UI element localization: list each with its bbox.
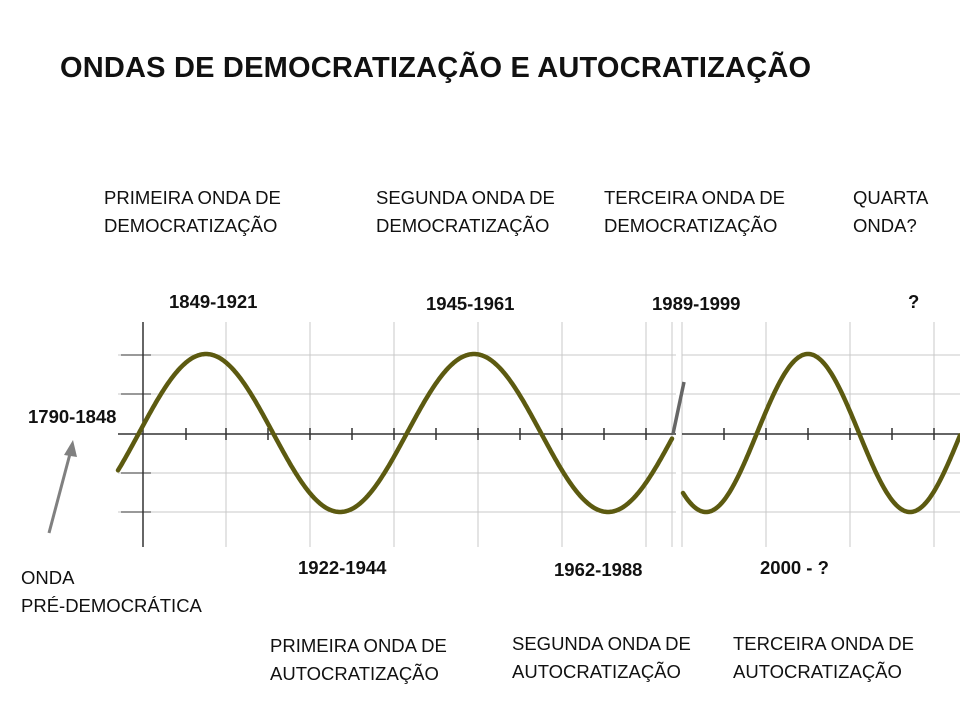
pre-democratic-arrow bbox=[47, 440, 77, 534]
peak-year-second: 1945-1961 bbox=[426, 293, 515, 314]
label-first-democratization: PRIMEIRA ONDA DE DEMOCRATIZAÇÃO bbox=[104, 184, 281, 240]
label-line: AUTOCRATIZAÇÃO bbox=[733, 661, 902, 682]
label-line: ONDA bbox=[21, 567, 75, 588]
peak-year-first: 1849-1921 bbox=[169, 291, 258, 312]
peak-year-fourth: ? bbox=[908, 291, 920, 312]
label-line: TERCEIRA ONDA DE bbox=[604, 187, 785, 208]
label-line: PRIMEIRA ONDA DE bbox=[270, 635, 447, 656]
label-line: QUARTA bbox=[853, 187, 929, 208]
grid-panel-right bbox=[681, 322, 960, 547]
label-line: ONDA? bbox=[853, 215, 917, 236]
trough-year-first: 1922-1944 bbox=[298, 557, 387, 578]
label-first-autocratization: PRIMEIRA ONDA DE AUTOCRATIZAÇÃO bbox=[270, 632, 447, 688]
label-third-autocratization: TERCEIRA ONDA DE AUTOCRATIZAÇÃO bbox=[733, 630, 914, 686]
origin-year: 1790-1848 bbox=[28, 406, 117, 427]
wave-curve-left bbox=[115, 351, 675, 515]
label-line: SEGUNDA ONDA DE bbox=[376, 187, 555, 208]
page-title: ONDAS DE DEMOCRATIZAÇÃO E AUTOCRATIZAÇÃO bbox=[60, 52, 812, 84]
arrow-shaft bbox=[47, 449, 73, 534]
wave-curve-right bbox=[680, 351, 960, 515]
peak-year-third: 1989-1999 bbox=[652, 293, 741, 314]
label-second-democratization: SEGUNDA ONDA DE DEMOCRATIZAÇÃO bbox=[376, 184, 555, 240]
label-line: PRÉ-DEMOCRÁTICA bbox=[21, 595, 202, 616]
label-line: AUTOCRATIZAÇÃO bbox=[512, 661, 681, 682]
grid-panel-left bbox=[118, 322, 676, 547]
label-line: SEGUNDA ONDA DE bbox=[512, 633, 691, 654]
label-line: DEMOCRATIZAÇÃO bbox=[104, 215, 278, 236]
label-second-autocratization: SEGUNDA ONDA DE AUTOCRATIZAÇÃO bbox=[512, 630, 691, 686]
label-line: DEMOCRATIZAÇÃO bbox=[604, 215, 778, 236]
label-line: PRIMEIRA ONDA DE bbox=[104, 187, 281, 208]
label-line: DEMOCRATIZAÇÃO bbox=[376, 215, 550, 236]
label-fourth-wave: QUARTA ONDA? bbox=[853, 184, 928, 240]
trough-year-second: 1962-1988 bbox=[554, 559, 643, 580]
label-line: TERCEIRA ONDA DE bbox=[733, 633, 914, 654]
wave-connector-line bbox=[671, 381, 686, 435]
label-line: AUTOCRATIZAÇÃO bbox=[270, 663, 439, 684]
arrow-head-icon bbox=[64, 440, 77, 457]
trough-year-third: 2000 - ? bbox=[760, 557, 829, 578]
label-pre-democratic: ONDA PRÉ-DEMOCRÁTICA bbox=[21, 564, 202, 620]
label-third-democratization: TERCEIRA ONDA DE DEMOCRATIZAÇÃO bbox=[604, 184, 785, 240]
